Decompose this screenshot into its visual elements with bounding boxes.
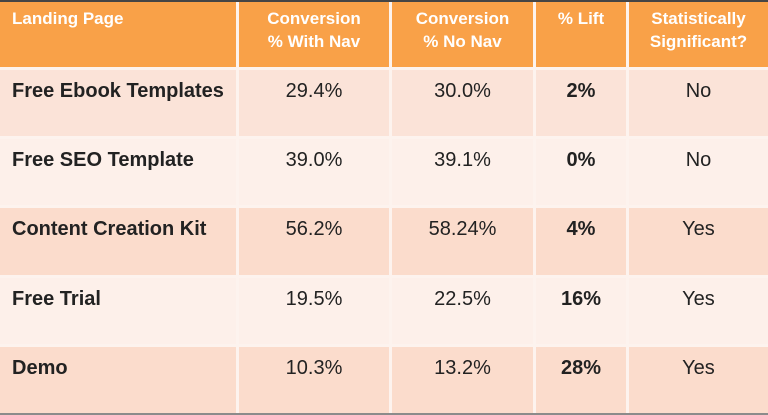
cell-significant: Yes [629, 346, 768, 413]
cell-lift: 2% [536, 70, 626, 137]
column-header-landing-page: Landing Page [0, 2, 236, 67]
column-header-lift: % Lift [536, 2, 626, 67]
cell-significant: Yes [629, 208, 768, 275]
cell-conversion-with-nav: 10.3% [239, 346, 389, 413]
cell-landing-page: Free SEO Template [0, 139, 236, 206]
header-line: Significant? [649, 32, 748, 51]
column-header-conversion-no-nav: Conversion % No Nav [392, 2, 533, 67]
column-header-statistically-significant: Statistically Significant? [629, 2, 768, 67]
cell-conversion-no-nav: 13.2% [392, 346, 533, 413]
table-row: Free SEO Template 39.0% 39.1% 0% No [0, 139, 768, 206]
header-line: Conversion [267, 9, 361, 28]
cell-conversion-no-nav: 30.0% [392, 70, 533, 137]
cell-significant: No [629, 70, 768, 137]
cell-lift: 28% [536, 346, 626, 413]
table-header-row: Landing Page Conversion % With Nav Conve… [0, 2, 768, 67]
cell-conversion-with-nav: 39.0% [239, 139, 389, 206]
cell-lift: 0% [536, 139, 626, 206]
header-line: Conversion [415, 9, 510, 28]
header-line: % With Nav [267, 32, 361, 51]
header-line: % Lift [557, 9, 605, 28]
cell-landing-page: Free Ebook Templates [0, 70, 236, 137]
header-line: Landing Page [12, 9, 124, 28]
cell-conversion-with-nav: 56.2% [239, 208, 389, 275]
cell-conversion-with-nav: 19.5% [239, 277, 389, 344]
cell-significant: No [629, 139, 768, 206]
table-row: Free Trial 19.5% 22.5% 16% Yes [0, 277, 768, 344]
cell-lift: 16% [536, 277, 626, 344]
table-row: Free Ebook Templates 29.4% 30.0% 2% No [0, 70, 768, 137]
column-header-conversion-with-nav: Conversion % With Nav [239, 2, 389, 67]
header-line: Statistically [651, 9, 746, 28]
cell-conversion-no-nav: 58.24% [392, 208, 533, 275]
table-row: Demo 10.3% 13.2% 28% Yes [0, 346, 768, 413]
cell-lift: 4% [536, 208, 626, 275]
cell-conversion-no-nav: 39.1% [392, 139, 533, 206]
table-row: Content Creation Kit 56.2% 58.24% 4% Yes [0, 208, 768, 275]
cell-landing-page: Demo [0, 346, 236, 413]
cell-conversion-with-nav: 29.4% [239, 70, 389, 137]
header-line: % No Nav [423, 32, 502, 51]
cell-conversion-no-nav: 22.5% [392, 277, 533, 344]
cell-landing-page: Content Creation Kit [0, 208, 236, 275]
cell-significant: Yes [629, 277, 768, 344]
cell-landing-page: Free Trial [0, 277, 236, 344]
